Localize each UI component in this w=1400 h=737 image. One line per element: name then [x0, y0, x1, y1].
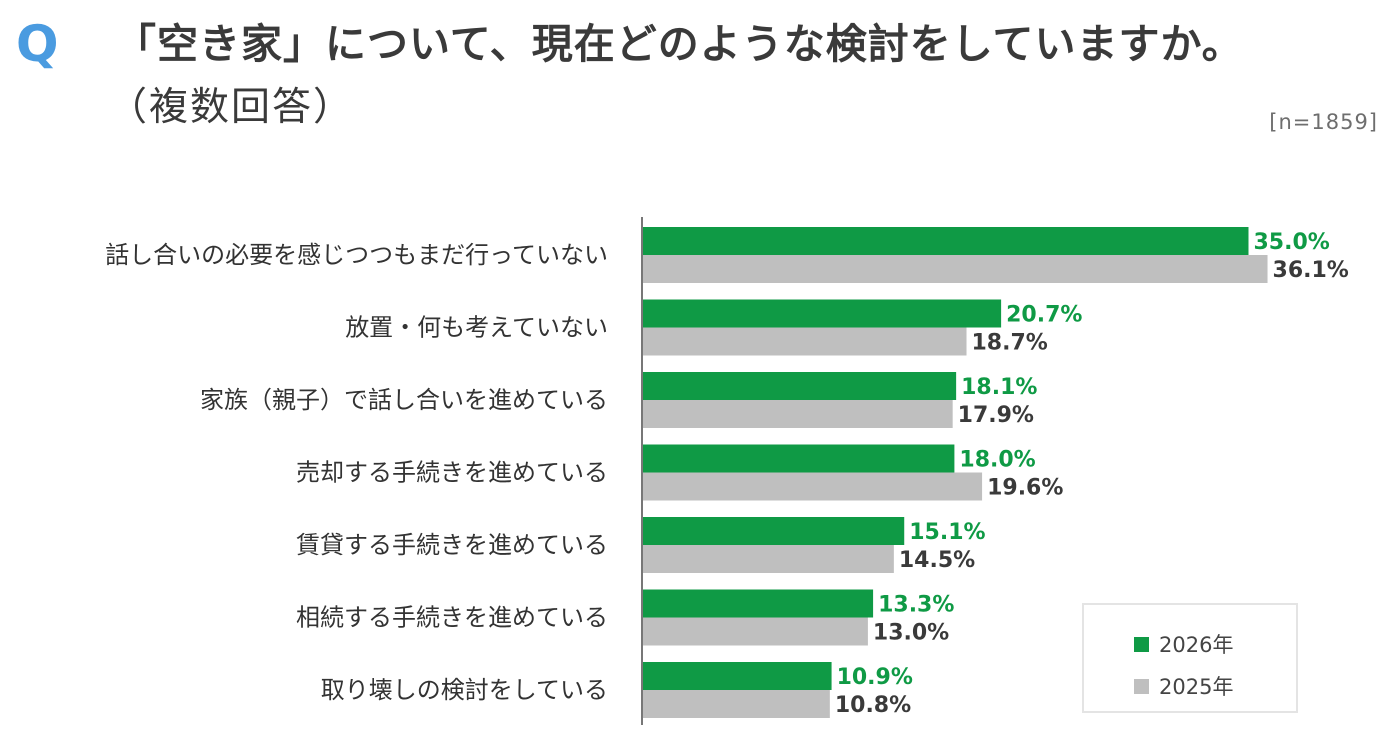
bar-2025	[643, 255, 1268, 283]
legend-label-2025: 2025年	[1159, 675, 1234, 699]
data-label-2025: 36.1%	[1273, 258, 1349, 283]
category-label: 話し合いの必要を感じつつもまだ行っていない	[105, 241, 608, 269]
bar-2026	[643, 662, 832, 690]
data-label-2026: 18.1%	[961, 375, 1037, 400]
category-label: 相続する手続きを進めている	[296, 604, 608, 632]
sample-size-label: [n=1859]	[1269, 110, 1378, 134]
bar-2026	[643, 517, 905, 545]
question-subtitle: （複数回答）	[108, 85, 355, 130]
bar-2025	[643, 617, 868, 646]
bar-2026	[643, 589, 874, 618]
data-label-2026: 10.9%	[837, 665, 913, 690]
legend-swatch-2025	[1134, 678, 1149, 694]
data-label-2026: 13.3%	[878, 593, 954, 618]
category-label: 賃貸する手続きを進めている	[296, 531, 608, 559]
bar-2025	[643, 690, 830, 718]
category-label: 売却する手続きを進めている	[296, 459, 608, 487]
legend-label-2026: 2026年	[1159, 633, 1234, 657]
bar-2026	[643, 444, 955, 473]
data-label-2025: 13.0%	[873, 621, 949, 646]
category-label: 放置・何も考えていない	[345, 314, 608, 342]
data-label-2025: 17.9%	[958, 403, 1034, 428]
question-mark: Q	[16, 15, 59, 73]
bar-2025	[643, 545, 894, 573]
data-label-2026: 20.7%	[1006, 303, 1082, 328]
data-label-2025: 18.7%	[972, 331, 1048, 356]
category-label: 家族（親子）で話し合いを進めている	[200, 386, 608, 414]
data-label-2025: 14.5%	[899, 548, 975, 573]
category-label: 取り壊しの検討をしている	[321, 676, 608, 704]
data-label-2026: 18.0%	[959, 448, 1035, 473]
bar-2025	[643, 400, 953, 428]
bar-2025	[643, 472, 983, 501]
bar-2026	[643, 299, 1002, 328]
legend-item-2026: 2026年	[1134, 629, 1233, 659]
data-label-2026: 15.1%	[909, 520, 985, 545]
legend-swatch-2026	[1134, 636, 1149, 652]
data-label-2026: 35.0%	[1254, 230, 1330, 255]
bar-2025	[643, 327, 967, 356]
legend: 2026年 2025年	[1082, 603, 1298, 713]
bar-2026	[643, 372, 957, 400]
question-title: 「空き家」について、現在どのような検討をしていますか。	[115, 20, 1244, 68]
data-label-2025: 10.8%	[835, 693, 911, 718]
data-label-2025: 19.6%	[987, 476, 1063, 501]
legend-item-2025: 2025年	[1134, 671, 1233, 701]
bar-2026	[643, 227, 1249, 255]
